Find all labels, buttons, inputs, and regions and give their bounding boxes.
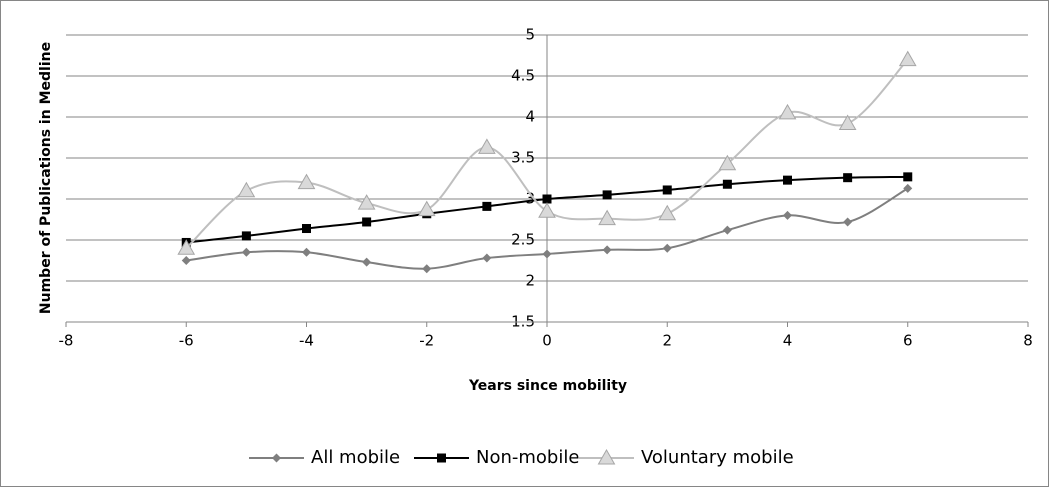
point	[602, 190, 612, 200]
legend-marker	[597, 448, 616, 465]
point	[598, 209, 616, 226]
legend-label: Non-mobile	[476, 447, 579, 468]
point	[302, 247, 311, 257]
point	[722, 225, 732, 235]
point	[362, 217, 372, 227]
point	[903, 172, 913, 182]
point	[297, 173, 316, 190]
legend-marker	[272, 453, 281, 463]
point	[658, 204, 677, 221]
y-tick-label: 4.5	[511, 67, 535, 85]
point	[838, 114, 857, 131]
point	[783, 210, 792, 220]
legend-label: All mobile	[311, 447, 400, 468]
point	[903, 183, 913, 193]
y-tick-label: 3.5	[511, 149, 535, 167]
point	[302, 224, 311, 234]
x-tick-label: -4	[299, 332, 314, 350]
x-tick-label: 6	[903, 332, 913, 350]
y-tick-label: 2	[525, 272, 535, 290]
point	[422, 264, 432, 274]
point	[362, 257, 372, 267]
y-tick-label: 2.5	[511, 231, 535, 249]
point	[843, 173, 853, 183]
x-tick-label: 0	[542, 332, 552, 350]
x-tick-label: 8	[1023, 332, 1033, 350]
point	[357, 194, 376, 210]
x-tick-label: 4	[783, 332, 793, 350]
point	[783, 175, 792, 185]
point	[898, 50, 917, 67]
point	[662, 243, 672, 253]
x-tick-label: -2	[419, 332, 434, 350]
x-tick-label: -8	[59, 332, 74, 350]
y-tick-label: 4	[525, 108, 535, 126]
point	[722, 179, 732, 189]
point	[241, 247, 251, 257]
point	[237, 181, 256, 198]
x-axis-label: Years since mobility	[468, 378, 627, 394]
point	[662, 185, 672, 195]
y-axis-label: Number of Publications in Medline	[38, 42, 54, 314]
legend-marker	[437, 453, 446, 463]
point	[177, 239, 196, 255]
point	[718, 154, 737, 171]
x-tick-label: -6	[179, 332, 194, 350]
point	[542, 194, 552, 204]
y-tick-label: 5	[525, 26, 535, 44]
point	[843, 217, 853, 227]
point	[241, 231, 251, 241]
point	[538, 202, 556, 218]
point	[542, 249, 552, 259]
legend-label: Voluntary mobile	[641, 447, 794, 468]
point	[417, 200, 436, 217]
point	[478, 138, 496, 154]
point	[778, 103, 797, 120]
y-tick-label: 3	[525, 190, 535, 208]
x-tick-label: 2	[662, 332, 672, 350]
point	[602, 245, 612, 255]
point	[181, 256, 191, 265]
point	[482, 201, 492, 211]
point	[482, 253, 492, 263]
